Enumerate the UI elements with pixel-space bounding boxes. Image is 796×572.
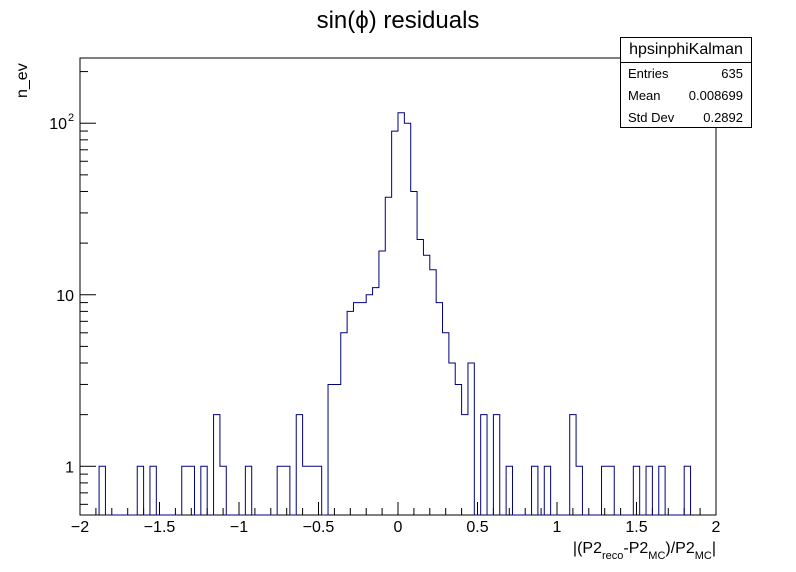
x-label-part-3: )/P2	[665, 540, 694, 557]
y-tick-label: 1	[65, 459, 74, 476]
stats-label: Std Dev	[628, 110, 675, 125]
x-label-sub-2: MC	[648, 550, 665, 562]
y-tick-label: 10	[49, 116, 67, 133]
x-tick-label: 0	[394, 519, 403, 536]
x-label-part-2: -P2	[623, 540, 648, 557]
stats-value: 635	[721, 66, 743, 81]
x-label-sub-3: MC	[695, 550, 712, 562]
chart-title: sin(ϕ) residuals	[317, 7, 480, 34]
stats-value: 0.008699	[688, 88, 743, 103]
y-axis-label: n_ev	[14, 63, 31, 98]
stats-row-entries: Entries 635	[621, 63, 751, 85]
x-label-part-1: |(P2	[573, 540, 602, 557]
y-tick-label-exponent: 2	[68, 112, 74, 124]
axis-ticks	[79, 71, 717, 515]
stats-box: hpsinphiKalman Entries 635 Mean 0.008699…	[620, 37, 752, 128]
x-tick-label: 1	[553, 519, 562, 536]
x-tick-label: −1.5	[144, 519, 176, 536]
x-tick-label: 1.5	[625, 519, 647, 536]
stats-title: hpsinphiKalman	[621, 38, 751, 63]
x-label-part-4: |	[712, 540, 716, 557]
x-tick-label: −2	[71, 519, 89, 536]
y-tick-label: 10	[56, 288, 74, 305]
stats-row-stddev: Std Dev 0.2892	[621, 107, 751, 129]
stats-label: Entries	[628, 66, 669, 81]
x-tick-label: 2	[712, 519, 721, 536]
x-tick-label: 0.5	[466, 519, 488, 536]
histogram-series	[98, 112, 692, 516]
x-label-sub-1: reco	[602, 550, 623, 562]
stats-label: Mean	[628, 88, 661, 103]
x-tick-labels: −2 −1.5 −1 −0.5 0 0.5 1 1.5 2	[71, 519, 721, 536]
x-axis-label: |(P2reco-P2MC)/P2MC|	[573, 540, 716, 562]
stats-value: 0.2892	[703, 110, 743, 125]
stats-row-mean: Mean 0.008699	[621, 85, 751, 107]
x-tick-label: −0.5	[303, 519, 335, 536]
x-tick-label: −1	[230, 519, 248, 536]
